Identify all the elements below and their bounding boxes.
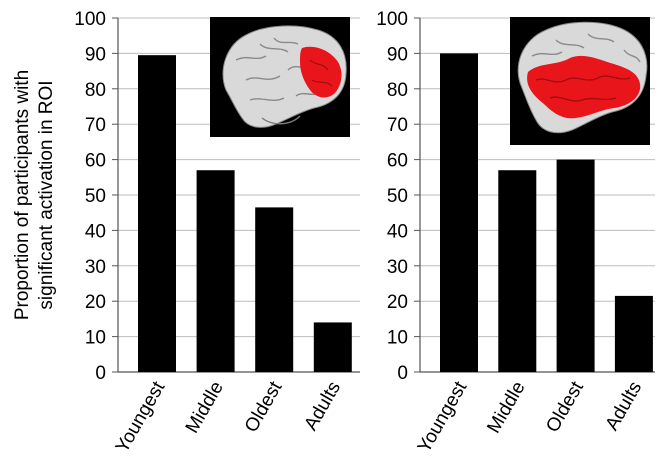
x-tick-label: Oldest <box>542 377 588 436</box>
y-tick-label: 100 <box>376 9 408 30</box>
bar-middle <box>196 170 235 372</box>
y-axis-label-line-2: significant activation in ROI <box>36 80 57 309</box>
left-chart: 0 10 20 30 40 50 60 70 80 90 100 Youngest Middle Olde… <box>74 9 360 457</box>
y-tick-label: 60 <box>387 151 408 172</box>
y-tick-label: 90 <box>85 44 106 65</box>
x-tick-label: Adults <box>602 378 647 434</box>
y-tick-label: 10 <box>387 328 408 349</box>
brain-inset-left <box>210 17 350 137</box>
y-tick-label: 20 <box>387 292 408 313</box>
y-tick-label: 100 <box>74 9 106 30</box>
y-axis-label-line-1: Proportion of participants with <box>12 70 33 320</box>
bar-oldest <box>556 159 595 372</box>
y-tick-label: 20 <box>85 292 106 313</box>
bar-youngest <box>138 55 176 373</box>
x-tick-label: Middle <box>182 378 228 437</box>
y-tick-label: 80 <box>387 80 408 101</box>
y-tick-label: 50 <box>387 186 408 207</box>
y-tick-label: 90 <box>387 44 408 65</box>
y-tick-label: 0 <box>397 363 408 384</box>
x-tick-label: Middle <box>483 378 529 437</box>
y-tick-label: 70 <box>85 115 106 136</box>
y-tick-label: 10 <box>85 328 106 349</box>
y-tick-label: 50 <box>85 186 106 207</box>
y-tick-label: 80 <box>85 80 106 101</box>
brain-inset-right <box>510 17 650 145</box>
y-tick-label: 70 <box>387 115 408 136</box>
bar-adults <box>313 322 352 372</box>
x-tick-label: Youngest <box>112 377 170 456</box>
y-tick-label: 40 <box>85 221 106 242</box>
x-tick-label: Youngest <box>414 377 472 456</box>
bar-middle <box>498 170 537 372</box>
y-tick-label: 30 <box>387 257 408 278</box>
bar-oldest <box>255 207 294 372</box>
y-tick-label: 40 <box>387 221 408 242</box>
x-tick-label: Adults <box>301 378 346 434</box>
y-tick-label: 0 <box>95 363 106 384</box>
activation-region-right <box>527 55 641 119</box>
y-tick-label: 60 <box>85 151 106 172</box>
bar-youngest <box>440 53 478 373</box>
bar-adults <box>614 295 653 372</box>
y-tick-label: 30 <box>85 257 106 278</box>
x-tick-label: Oldest <box>241 377 287 436</box>
